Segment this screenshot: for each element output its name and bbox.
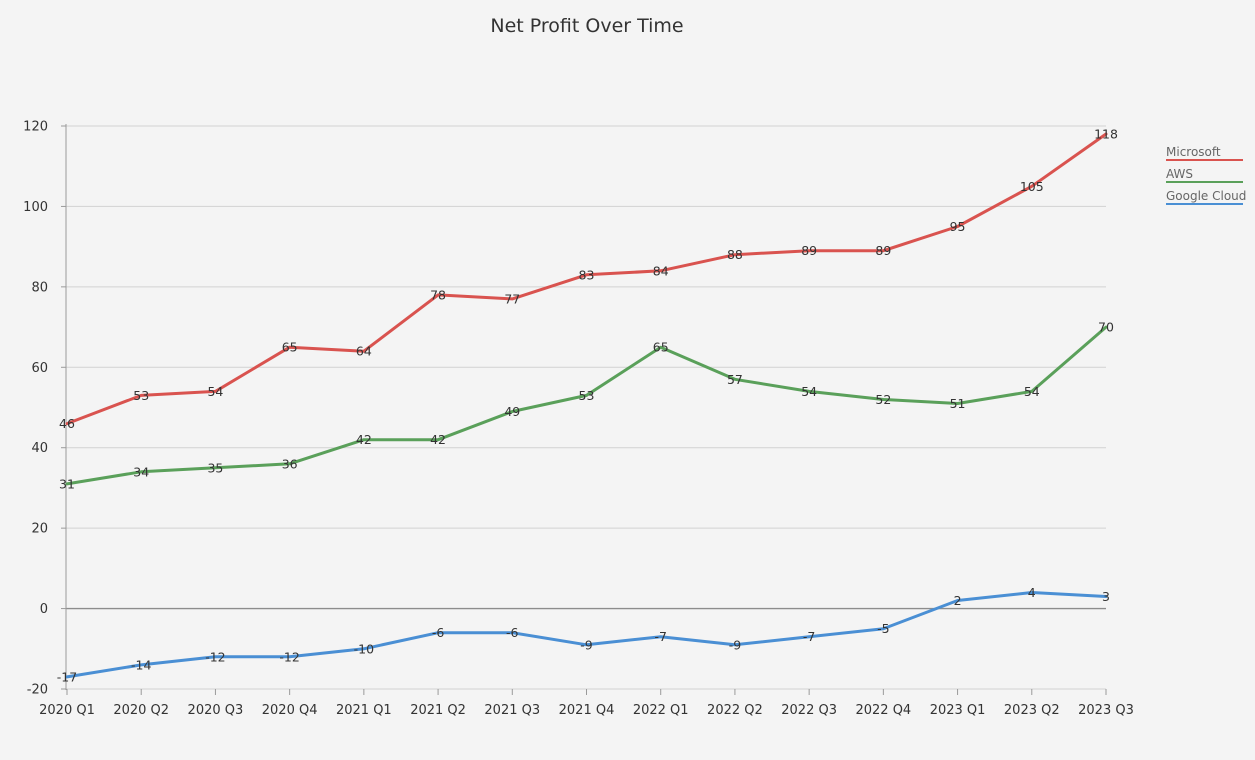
data-label-aws: 51 <box>950 396 966 411</box>
data-label-microsoft: 53 <box>133 388 149 403</box>
y-tick-label: 100 <box>23 200 48 215</box>
x-tick-label: 2022 Q2 <box>707 703 763 718</box>
legend-item-aws[interactable]: AWS <box>1166 167 1243 183</box>
data-label-google-cloud: -10 <box>354 641 374 656</box>
data-label-google-cloud: 4 <box>1028 585 1036 600</box>
chart-title: Net Profit Over Time <box>490 15 683 37</box>
data-label-microsoft: 54 <box>207 384 223 399</box>
data-label-google-cloud: 3 <box>1102 589 1110 604</box>
legend-label: Google Cloud <box>1166 189 1246 203</box>
y-tick-label: 40 <box>31 441 48 456</box>
data-label-aws: 54 <box>1024 384 1040 399</box>
series-line-google-cloud <box>65 591 1108 679</box>
x-tick-label: 2021 Q1 <box>336 703 392 718</box>
x-tick-label: 2020 Q3 <box>188 703 244 718</box>
data-label-aws: 31 <box>59 476 75 491</box>
data-label-google-cloud: -7 <box>803 629 815 644</box>
data-label-microsoft: 105 <box>1020 179 1044 194</box>
y-tick-label: 60 <box>31 361 48 376</box>
data-label-aws: 35 <box>207 460 223 475</box>
x-tick-label: 2022 Q1 <box>633 703 689 718</box>
data-label-microsoft: 46 <box>59 416 75 431</box>
data-label-google-cloud: -12 <box>205 649 225 664</box>
data-label-microsoft: 95 <box>950 219 966 234</box>
data-label-aws: 42 <box>430 432 446 447</box>
data-label-microsoft: 83 <box>579 267 595 282</box>
legend-item-google-cloud[interactable]: Google Cloud <box>1166 189 1246 205</box>
y-tick-label: 20 <box>31 522 48 537</box>
data-label-aws: 70 <box>1098 320 1114 335</box>
data-label-google-cloud: -9 <box>580 637 593 652</box>
legend[interactable]: Microsoft AWS Google Cloud <box>1166 145 1246 205</box>
data-label-aws: 42 <box>356 432 372 447</box>
x-tick-label: 2021 Q4 <box>559 703 615 718</box>
x-tick-label: 2022 Q3 <box>781 703 837 718</box>
data-label-microsoft: 78 <box>430 287 446 302</box>
x-tick-label: 2023 Q1 <box>930 703 986 718</box>
data-label-google-cloud: -12 <box>279 649 299 664</box>
x-tick-label: 2020 Q4 <box>262 703 318 718</box>
data-label-microsoft: 77 <box>504 291 520 306</box>
x-tick-label: 2021 Q3 <box>484 703 540 718</box>
y-tick-label: 0 <box>40 602 48 617</box>
data-label-microsoft: 118 <box>1094 127 1118 142</box>
grid-lines <box>66 125 1106 690</box>
data-label-aws: 54 <box>801 384 817 399</box>
legend-label: Microsoft <box>1166 145 1221 159</box>
data-label-aws: 34 <box>133 464 149 479</box>
data-label-microsoft: 64 <box>356 344 372 359</box>
x-tick-label: 2020 Q2 <box>113 703 169 718</box>
data-label-microsoft: 89 <box>875 243 891 258</box>
data-label-aws: 57 <box>727 372 743 387</box>
data-label-google-cloud: -6 <box>432 625 445 640</box>
data-label-google-cloud: -17 <box>57 669 77 684</box>
data-label-google-cloud: -9 <box>729 637 742 652</box>
x-tick-label: 2022 Q4 <box>855 703 911 718</box>
data-label-microsoft: 65 <box>282 340 298 355</box>
data-label-aws: 52 <box>875 392 891 407</box>
data-label-google-cloud: -5 <box>877 621 889 636</box>
series-line-microsoft <box>65 132 1108 426</box>
x-tick-label: 2020 Q1 <box>39 703 95 718</box>
data-label-aws: 36 <box>282 456 298 471</box>
series-lines <box>65 132 1108 679</box>
y-tick-label: 120 <box>23 120 48 135</box>
y-tick-label: 80 <box>31 280 48 295</box>
data-label-google-cloud: -7 <box>654 629 666 644</box>
legend-item-microsoft[interactable]: Microsoft <box>1166 145 1243 161</box>
data-label-google-cloud: -14 <box>131 657 151 672</box>
data-label-aws: 53 <box>579 388 595 403</box>
data-label-microsoft: 88 <box>727 247 743 262</box>
data-label-google-cloud: 2 <box>954 593 962 608</box>
data-label-microsoft: 89 <box>801 243 817 258</box>
x-tick-label: 2021 Q2 <box>410 703 466 718</box>
data-label-aws: 65 <box>653 340 669 355</box>
x-tick-label: 2023 Q3 <box>1078 703 1134 718</box>
axes: -20 0 20 40 60 80 100 120 2020 Q1 2020 Q2 2020 Q3 2… <box>23 120 1134 719</box>
legend-label: AWS <box>1166 167 1193 181</box>
data-label-google-cloud: -6 <box>506 625 519 640</box>
series-line-aws <box>65 325 1108 486</box>
y-tick-label: -20 <box>27 683 48 698</box>
data-label-microsoft: 84 <box>653 263 669 278</box>
x-tick-label: 2023 Q2 <box>1004 703 1060 718</box>
data-label-aws: 49 <box>504 404 520 419</box>
